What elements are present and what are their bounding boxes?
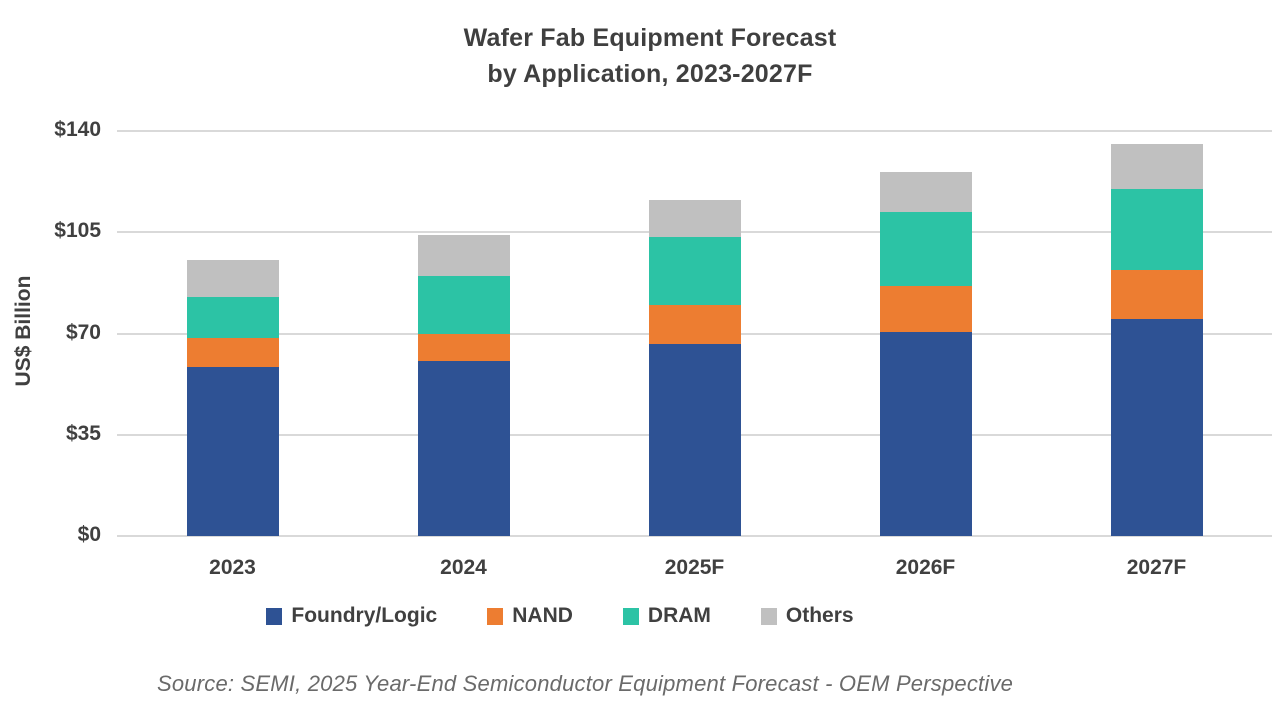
x-label-2025f: 2025F [664, 556, 725, 579]
y-tick-label-0: $0 [77, 523, 101, 546]
bar-segment-2026f-others [879, 171, 972, 212]
legend-item-foundry-logic: Foundry/Logic [266, 604, 437, 628]
source-note: Source: SEMI, 2025 Year-End Semiconducto… [157, 671, 1014, 696]
bar-segment-2023-others [186, 259, 279, 298]
bar-segment-2023-dram [186, 297, 279, 338]
bar-segment-2023-foundry-logic [186, 366, 279, 536]
bar-segment-2024-others [417, 235, 510, 276]
x-label-2024: 2024 [440, 556, 487, 579]
bar-segment-2027f-foundry-logic [1110, 319, 1203, 536]
bar-segment-2027f-others [1110, 144, 1203, 189]
legend-swatch-others [760, 607, 777, 625]
legend-label-foundry-logic: Foundry/Logic [291, 604, 438, 627]
chart-title: Wafer Fab Equipment Forecast by Applicat… [10, 20, 1280, 92]
gridline-140 [117, 130, 1272, 132]
legend-item-nand: NAND [487, 604, 573, 628]
legend-swatch-dram [622, 607, 639, 625]
bar-segment-2024-dram [417, 275, 510, 334]
bar-segment-2026f-dram [879, 212, 972, 286]
bar-segment-2027f-dram [1110, 188, 1203, 270]
legend-label-dram: DRAM [647, 604, 711, 627]
x-label-2027f: 2027F [1126, 556, 1187, 579]
bar-segment-2026f-nand [879, 285, 972, 333]
legend-label-others: Others [785, 604, 854, 627]
bar-segment-2024-foundry-logic [417, 360, 510, 536]
legend: Foundry/Logic NAND DRAM Others [0, 604, 1200, 628]
bar-segment-2025f-nand [648, 304, 741, 344]
x-label-2023: 2023 [209, 556, 256, 579]
bar-segment-2026f-foundry-logic [879, 332, 972, 536]
legend-item-others: Others [760, 604, 854, 628]
chart-title-line2: by Application, 2023-2027F [487, 60, 813, 88]
bar-segment-2023-nand [186, 337, 279, 367]
bar-segment-2025f-foundry-logic [648, 343, 741, 536]
y-tick-label-140: $140 [54, 118, 101, 141]
chart-title-line1: Wafer Fab Equipment Forecast [463, 24, 837, 52]
bar-segment-2024-nand [417, 333, 510, 361]
bar-segment-2025f-others [648, 200, 741, 237]
legend-label-nand: NAND [512, 604, 573, 627]
y-tick-label-105: $105 [54, 219, 101, 243]
bar-segment-2027f-nand [1110, 269, 1203, 320]
y-tick-label-35: $35 [65, 421, 101, 445]
bar-segment-2025f-dram [648, 236, 741, 305]
gridline-0 [117, 535, 1272, 537]
legend-item-dram: DRAM [622, 604, 711, 628]
y-tick-label-70: $70 [65, 320, 101, 344]
legend-swatch-foundry-logic [266, 607, 283, 625]
legend-swatch-nand [487, 607, 504, 625]
x-label-2026f: 2026F [895, 556, 956, 579]
plot-area [117, 130, 1272, 537]
